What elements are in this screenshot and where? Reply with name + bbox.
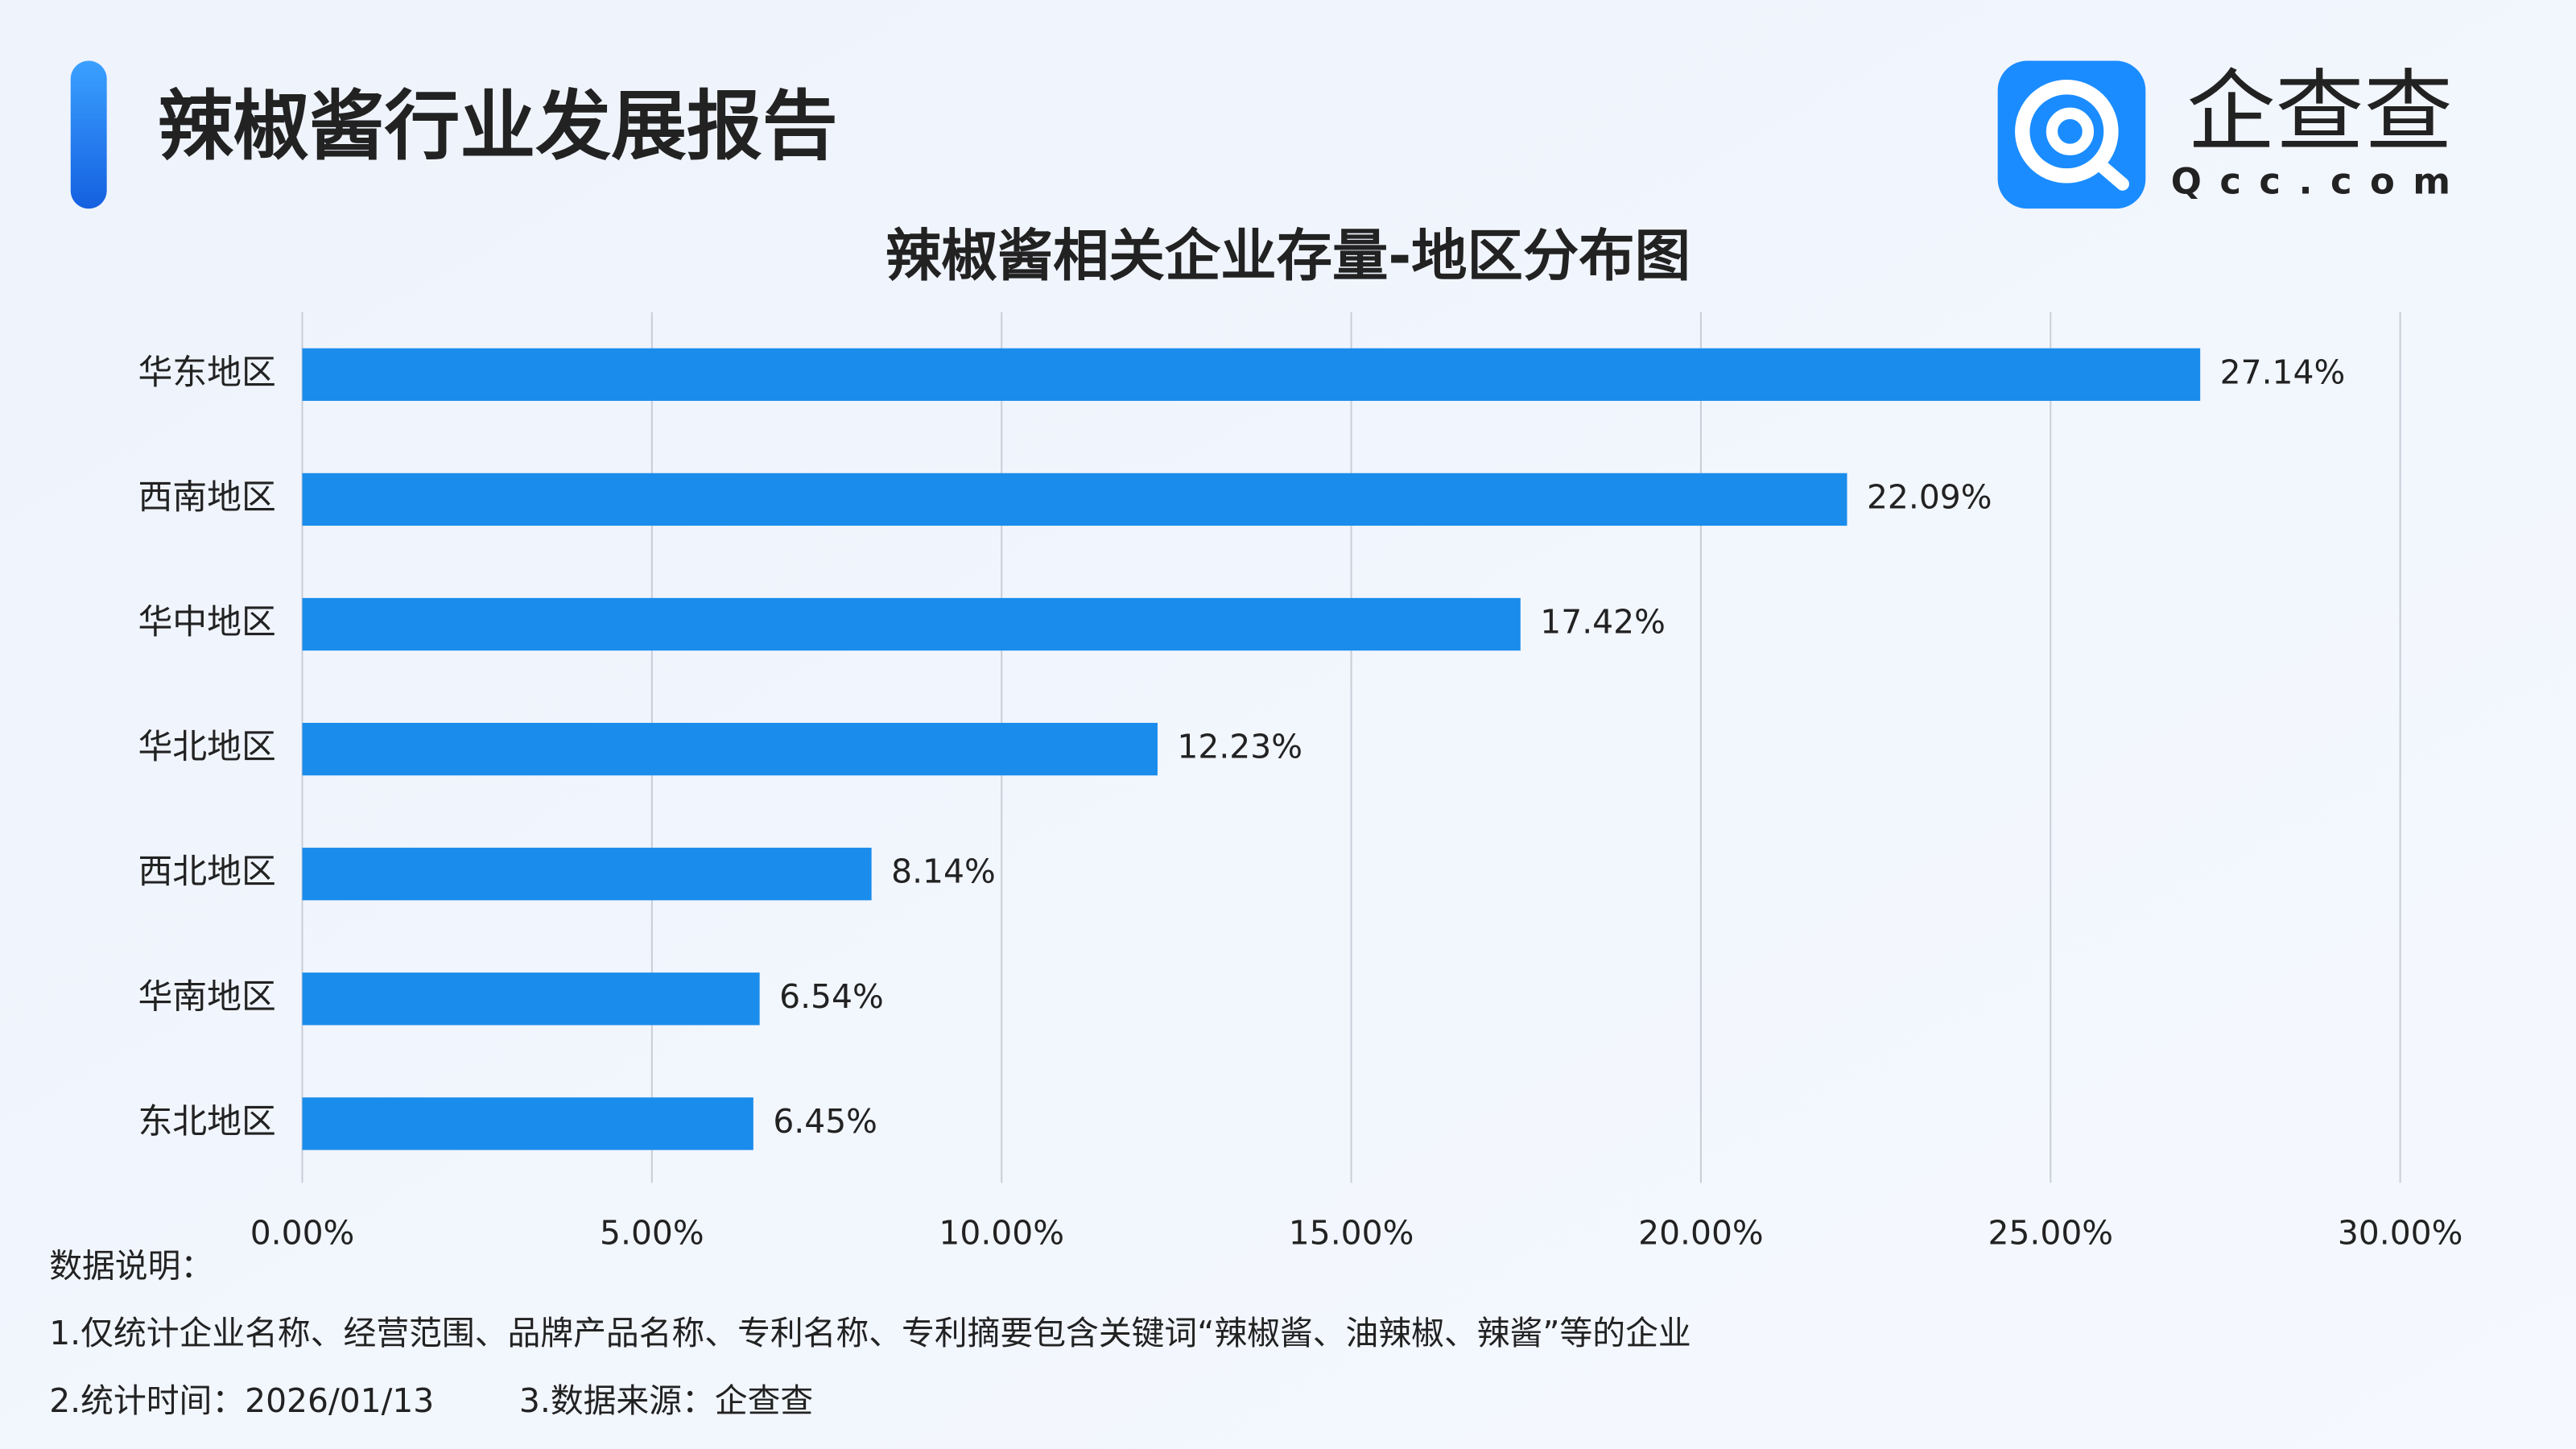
bar bbox=[302, 597, 1521, 651]
bar bbox=[302, 473, 1847, 526]
x-tick-label: 30.00% bbox=[2338, 1214, 2463, 1253]
logo-name: 企查查 bbox=[2186, 60, 2453, 163]
bar bbox=[302, 348, 2201, 401]
note: 2.统计时间：2026/01/13 bbox=[49, 1381, 434, 1420]
y-tick-label: 东北地区 bbox=[138, 1101, 275, 1141]
y-tick-label: 西北地区 bbox=[138, 852, 275, 892]
y-tick-label: 华北地区 bbox=[138, 727, 275, 767]
y-tick-label: 华东地区 bbox=[138, 353, 275, 393]
logo-tail bbox=[2093, 157, 2129, 191]
y-tick-label: 华中地区 bbox=[138, 602, 275, 642]
note: 3.数据来源：企查查 bbox=[519, 1381, 813, 1420]
y-tick-label: 西南地区 bbox=[138, 477, 275, 518]
value-label: 27.14% bbox=[2220, 353, 2346, 391]
notes-heading: 数据说明： bbox=[49, 1247, 213, 1286]
y-tick-label: 华南地区 bbox=[138, 976, 275, 1017]
page-title: 辣椒酱行业发展报告 bbox=[158, 83, 838, 171]
note: 1.仅统计企业名称、经营范围、品牌产品名称、专利名称、专利摘要包含关键词“辣椒酱… bbox=[49, 1314, 1690, 1352]
value-label: 22.09% bbox=[1867, 477, 1992, 516]
logo-domain: Qcc.com bbox=[2171, 160, 2469, 203]
bar bbox=[302, 848, 872, 901]
x-tick-label: 5.00% bbox=[600, 1214, 704, 1253]
x-tick-label: 25.00% bbox=[1988, 1214, 2113, 1253]
x-tick-label: 20.00% bbox=[1638, 1214, 1764, 1253]
logo-ring bbox=[2015, 79, 2119, 184]
value-label: 12.23% bbox=[1177, 728, 1302, 766]
bar bbox=[302, 972, 760, 1026]
x-tick-label: 10.00% bbox=[939, 1214, 1064, 1253]
x-tick-label: 0.00% bbox=[250, 1214, 355, 1253]
value-label: 6.54% bbox=[779, 977, 884, 1016]
value-label: 17.42% bbox=[1540, 603, 1666, 642]
logo-inner bbox=[2046, 107, 2095, 155]
bar bbox=[302, 1097, 753, 1150]
value-label: 6.45% bbox=[773, 1102, 877, 1141]
value-label: 8.14% bbox=[891, 852, 996, 891]
bar bbox=[302, 722, 1158, 776]
x-tick-label: 15.00% bbox=[1289, 1214, 1414, 1253]
title-accent bbox=[70, 60, 107, 209]
chart-title: 辣椒酱相关企业存量-地区分布图 bbox=[886, 224, 1690, 288]
